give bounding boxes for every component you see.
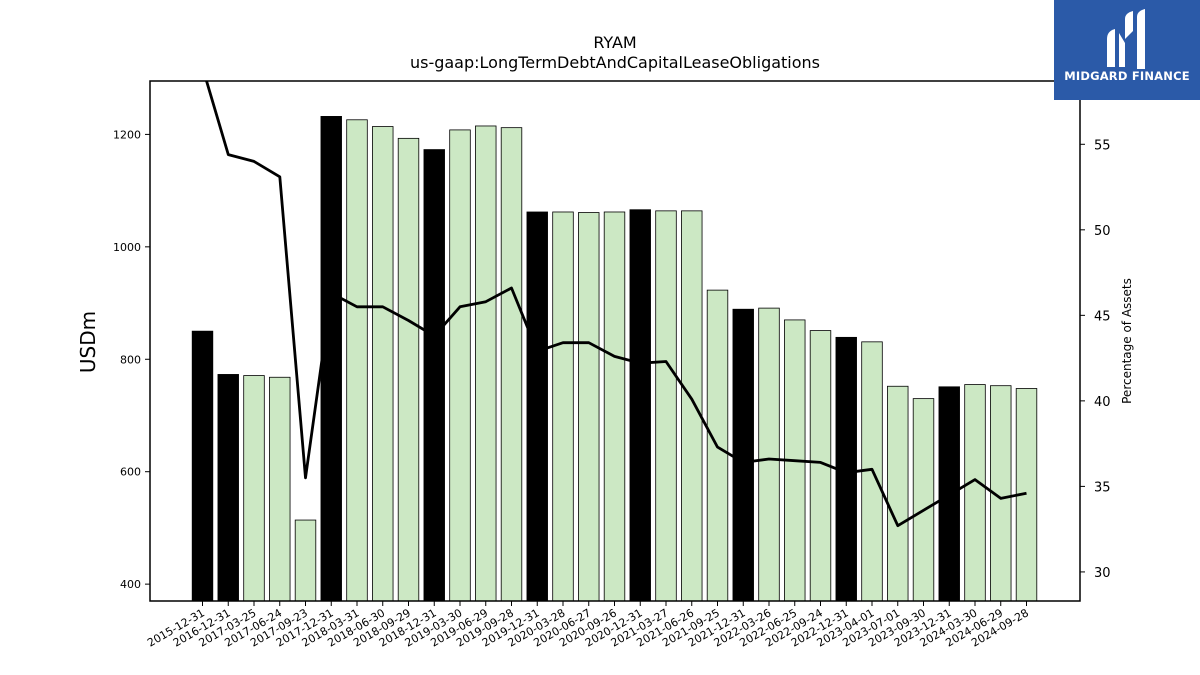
y2-tick-label: 40 <box>1094 395 1111 410</box>
chart-subtitle: us-gaap:LongTermDebtAndCapitalLeaseOblig… <box>410 53 820 72</box>
y-tick-label: 1200 <box>113 128 141 141</box>
line-group <box>205 81 1027 528</box>
bar <box>552 211 574 602</box>
y2-tick-label: 35 <box>1094 480 1111 495</box>
bar <box>629 209 651 602</box>
brand-logo: MIDGARD FINANCE <box>1054 0 1200 100</box>
y2-tick-label: 55 <box>1094 138 1111 153</box>
bar <box>423 149 445 602</box>
bar <box>475 125 497 602</box>
bar <box>449 129 471 602</box>
bar <box>500 127 523 602</box>
bar <box>912 398 935 602</box>
y2-axis-label: Percentage of Assets <box>1120 278 1134 404</box>
x-axis: 2015-12-312016-12-312017-03-252017-06-24… <box>145 601 1031 650</box>
bar-group <box>191 116 1038 602</box>
chart-title: RYAM <box>593 33 636 52</box>
bar <box>269 376 291 602</box>
bar <box>964 384 986 602</box>
y2-tick-label: 50 <box>1094 224 1111 239</box>
y-tick-label: 400 <box>120 578 141 591</box>
y-tick-label: 800 <box>120 353 141 366</box>
bar <box>578 212 600 602</box>
bar <box>887 385 909 602</box>
y-tick-label: 1000 <box>113 241 141 254</box>
bar <box>320 116 342 602</box>
bar <box>294 519 317 602</box>
percentage-line <box>205 81 1027 528</box>
y2-tick-label: 30 <box>1094 566 1111 581</box>
y-tick-label: 600 <box>120 466 141 479</box>
bar <box>732 308 754 602</box>
bar <box>681 210 703 602</box>
y-axis-right: 30 35 40 45 50 55 <box>1080 138 1111 581</box>
bar <box>655 210 677 602</box>
bar <box>526 211 548 602</box>
midgard-m-logo-icon <box>1107 9 1145 69</box>
bar <box>243 375 265 602</box>
bar <box>217 374 239 602</box>
bar <box>191 330 214 602</box>
bar <box>372 126 394 602</box>
bar <box>758 307 780 602</box>
bar <box>603 211 626 602</box>
y-axis-left: 400 600 800 1000 1200 <box>113 128 150 591</box>
brand-name: MIDGARD FINANCE <box>1064 69 1190 83</box>
bar <box>397 137 420 602</box>
y-axis-label: USDm <box>76 311 100 373</box>
bar <box>346 119 368 602</box>
y2-tick-label: 45 <box>1094 309 1111 324</box>
